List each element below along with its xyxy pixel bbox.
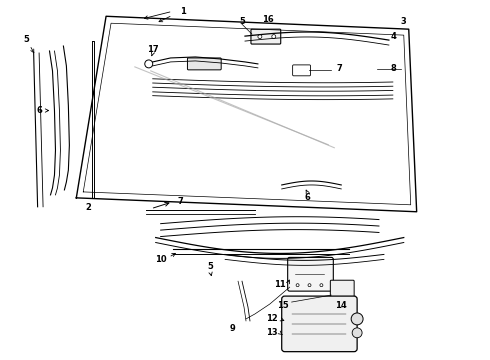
Text: 2: 2: [85, 203, 91, 212]
Text: 5: 5: [207, 262, 213, 271]
Text: 1: 1: [179, 7, 185, 16]
Circle shape: [145, 60, 153, 68]
Text: 5: 5: [239, 17, 245, 26]
Circle shape: [308, 284, 311, 287]
FancyBboxPatch shape: [288, 257, 333, 291]
Circle shape: [352, 328, 362, 338]
Text: 12: 12: [266, 314, 278, 323]
Text: 3: 3: [401, 17, 407, 26]
FancyBboxPatch shape: [251, 29, 281, 44]
Text: 16: 16: [262, 15, 274, 24]
FancyBboxPatch shape: [282, 296, 357, 352]
Text: 6: 6: [305, 193, 311, 202]
Text: 4: 4: [391, 32, 397, 41]
FancyBboxPatch shape: [188, 58, 221, 70]
Text: 5: 5: [24, 35, 29, 44]
Text: 10: 10: [155, 255, 167, 264]
Circle shape: [272, 35, 276, 39]
Text: 8: 8: [391, 64, 397, 73]
Text: 17: 17: [147, 45, 159, 54]
Text: 7: 7: [337, 64, 342, 73]
FancyBboxPatch shape: [293, 65, 311, 76]
Circle shape: [296, 284, 299, 287]
FancyBboxPatch shape: [330, 280, 354, 300]
Circle shape: [351, 313, 363, 325]
Circle shape: [320, 284, 323, 287]
Text: 11: 11: [274, 280, 286, 289]
Text: 9: 9: [229, 324, 235, 333]
Text: 15: 15: [277, 301, 289, 310]
Text: 6: 6: [37, 106, 43, 115]
Text: 13: 13: [266, 328, 278, 337]
Text: 14: 14: [335, 301, 347, 310]
Circle shape: [258, 35, 262, 39]
Text: 7: 7: [178, 197, 183, 206]
